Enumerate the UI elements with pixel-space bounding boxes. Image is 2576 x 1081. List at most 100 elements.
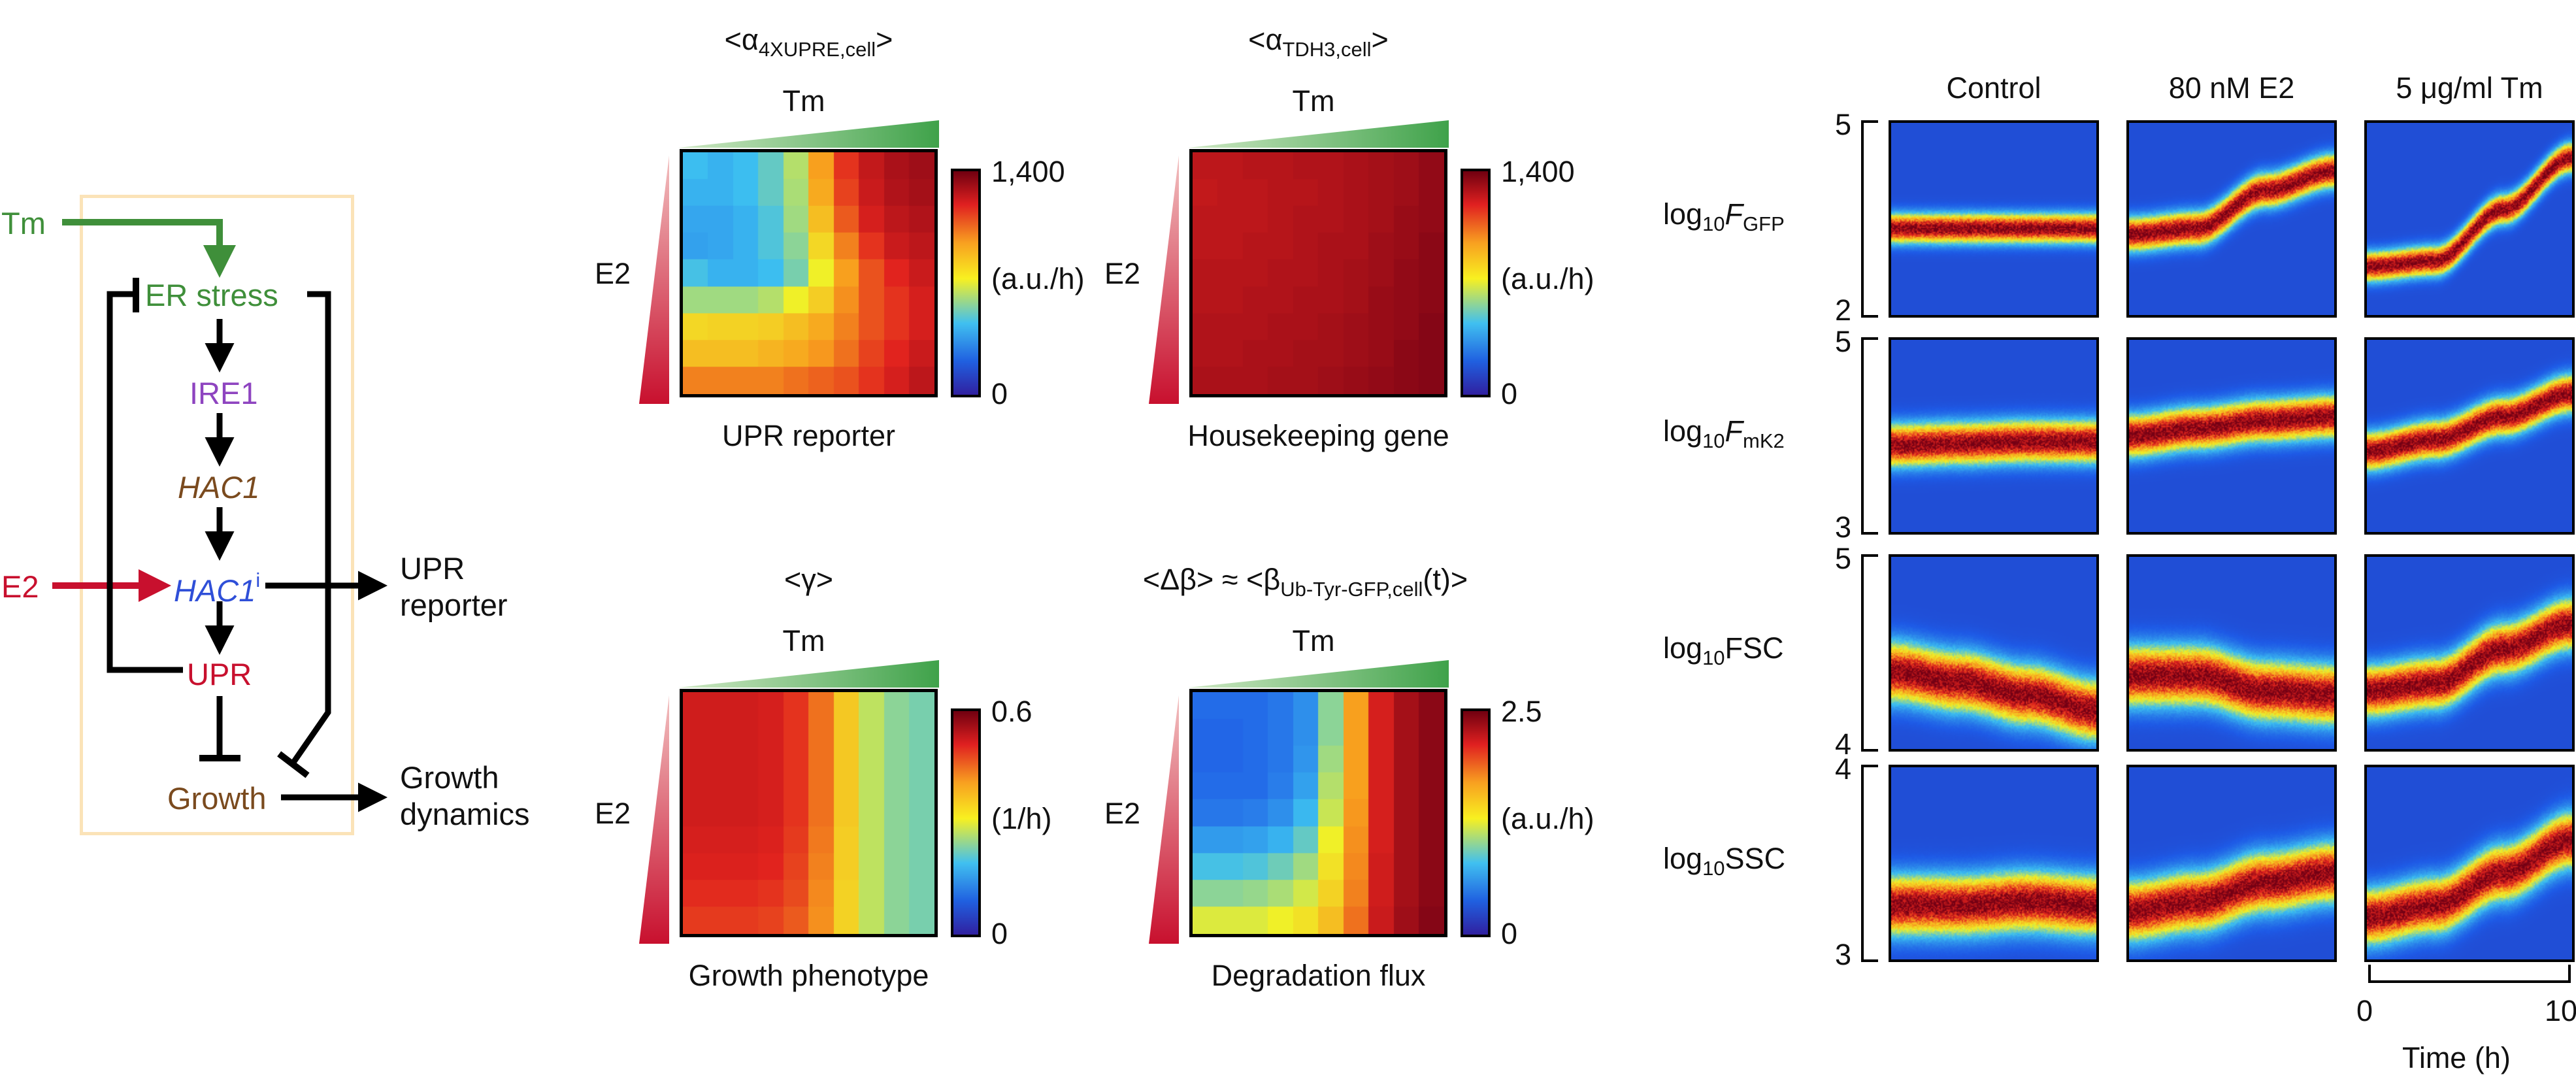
colorbar-unit: (a.u./h) bbox=[1501, 802, 1594, 835]
colorbar-unit: (a.u./h) bbox=[1501, 262, 1594, 295]
growth-dynamics-line2: dynamics bbox=[400, 797, 530, 832]
density-cells bbox=[2367, 340, 2572, 532]
row-label-post: FSC bbox=[1725, 631, 1784, 665]
growth-dynamics-line1: Growth bbox=[400, 760, 499, 795]
heatmap-title: <Δβ> ≈ <βUb-Tyr-GFP,cell(t)> bbox=[1143, 565, 1468, 599]
heatmap-cells bbox=[683, 152, 934, 394]
density-panel bbox=[2126, 765, 2337, 962]
y-max-tick: 5 bbox=[1835, 325, 1852, 358]
title-post: (t)> bbox=[1423, 563, 1468, 596]
colorbar-unit: (1/h) bbox=[991, 802, 1052, 835]
upr-reporter-line2: reporter bbox=[400, 588, 508, 623]
y-tick-mark bbox=[1861, 337, 1878, 340]
density-panel bbox=[2126, 337, 2337, 535]
er-stress-node: ER stress bbox=[145, 278, 278, 312]
upr-node: UPR bbox=[187, 657, 252, 691]
ire1-node: IRE1 bbox=[190, 376, 258, 410]
density-panel bbox=[2364, 120, 2575, 318]
y-tick-mark bbox=[1861, 749, 1878, 752]
title-post: > bbox=[876, 23, 893, 56]
heatmap-cells bbox=[1193, 152, 1444, 394]
tm-arrow bbox=[62, 219, 236, 278]
heatmap-cells bbox=[683, 692, 934, 934]
tm-axis-label: Tm bbox=[782, 624, 825, 657]
title-main: <γ> bbox=[784, 563, 834, 596]
pathway-arrows bbox=[52, 219, 388, 812]
y-tick-mark bbox=[1861, 315, 1878, 318]
heatmap-title: <α4XUPRE,cell> bbox=[725, 25, 893, 59]
tm-label: Tm bbox=[1, 206, 46, 241]
y-axis-line bbox=[1861, 337, 1864, 535]
y-axis-line bbox=[1861, 120, 1864, 318]
row-label-base: 10 bbox=[1702, 429, 1725, 452]
time-axis-line bbox=[2368, 980, 2571, 983]
y-tick-mark bbox=[1861, 120, 1878, 123]
row-label-varsub: mK2 bbox=[1743, 429, 1785, 452]
density-cells bbox=[2367, 557, 2572, 749]
e2-axis-label: E2 bbox=[1104, 257, 1141, 290]
density-cells bbox=[2367, 123, 2572, 315]
density-cells bbox=[2129, 557, 2334, 749]
heatmap-degradation bbox=[1189, 689, 1447, 937]
row-label-base: 10 bbox=[1702, 646, 1725, 669]
row-label-log: log bbox=[1663, 631, 1703, 665]
row-label-varsub: GFP bbox=[1743, 212, 1785, 235]
density-panel bbox=[2364, 765, 2575, 962]
time-axis-max: 10 bbox=[2545, 994, 2576, 1027]
row-label: log10FmK2 bbox=[1663, 416, 1785, 451]
y-axis-line bbox=[1861, 554, 1864, 752]
heatmap-upr bbox=[680, 149, 938, 397]
density-cells bbox=[1891, 767, 2096, 959]
hac1-node: HAC1 bbox=[178, 470, 260, 505]
y-min-tick: 4 bbox=[1835, 727, 1852, 761]
tm-gradient-wedge bbox=[1188, 660, 1449, 688]
growth-node: Growth bbox=[167, 781, 267, 816]
row-label-log: log bbox=[1663, 197, 1703, 231]
row-label-var: F bbox=[1725, 197, 1743, 231]
row-label-var: F bbox=[1725, 414, 1743, 448]
colorbar-min: 0 bbox=[1501, 377, 1518, 410]
e2-axis-label: E2 bbox=[595, 257, 631, 290]
heatmap-gamma bbox=[680, 689, 938, 937]
column-header: 5 μg/ml Tm bbox=[2396, 71, 2543, 105]
hac1i-main: HAC1 bbox=[174, 573, 256, 608]
heatmap-cells bbox=[1193, 692, 1444, 934]
title-sub: Ub-Tyr-GFP,cell bbox=[1280, 578, 1423, 601]
e2-gradient-wedge bbox=[639, 695, 669, 944]
density-panel bbox=[2126, 554, 2337, 752]
heatmap-title: <γ> bbox=[784, 565, 833, 599]
tm-gradient-wedge bbox=[1188, 120, 1449, 148]
time-axis-min: 0 bbox=[2356, 994, 2373, 1027]
y-tick-mark bbox=[1861, 532, 1878, 535]
growth-dynamics-label: Growth dynamics bbox=[400, 759, 530, 833]
title-post: > bbox=[1371, 23, 1389, 56]
row-label-log: log bbox=[1663, 414, 1703, 448]
colorbar-max: 1,400 bbox=[1501, 155, 1575, 188]
y-tick-mark bbox=[1861, 554, 1878, 557]
density-panel bbox=[1889, 554, 2099, 752]
colorbar-min: 0 bbox=[991, 917, 1008, 950]
colorbar-max: 2.5 bbox=[1501, 695, 1542, 728]
upr-reporter-label: UPR reporter bbox=[400, 550, 508, 624]
hac1i-sup: i bbox=[256, 569, 261, 591]
e2-axis-label: E2 bbox=[1104, 797, 1141, 830]
row-label-post: SSC bbox=[1725, 842, 1786, 875]
pathway-frame bbox=[80, 195, 354, 835]
e2-gradient-wedge bbox=[639, 156, 669, 404]
colorbar-max: 1,400 bbox=[991, 155, 1065, 188]
time-axis-label: Time (h) bbox=[2402, 1041, 2511, 1074]
heatmap-caption: Housekeeping gene bbox=[1187, 419, 1449, 452]
heatmap-title: <αTDH3,cell> bbox=[1248, 25, 1389, 59]
density-cells bbox=[1891, 340, 2096, 532]
colorbar bbox=[951, 169, 981, 397]
density-cells bbox=[1891, 123, 2096, 315]
colorbar-unit: (a.u./h) bbox=[991, 262, 1085, 295]
density-cells bbox=[2129, 123, 2334, 315]
density-cells bbox=[2367, 767, 2572, 959]
er-inhibits-growth bbox=[290, 291, 331, 765]
density-panel bbox=[1889, 765, 2099, 962]
e2-label: E2 bbox=[1, 569, 39, 604]
row-label: log10FSC bbox=[1663, 633, 1784, 668]
y-max-tick: 5 bbox=[1835, 542, 1852, 575]
hac1i-node: HAC1i bbox=[174, 570, 260, 606]
